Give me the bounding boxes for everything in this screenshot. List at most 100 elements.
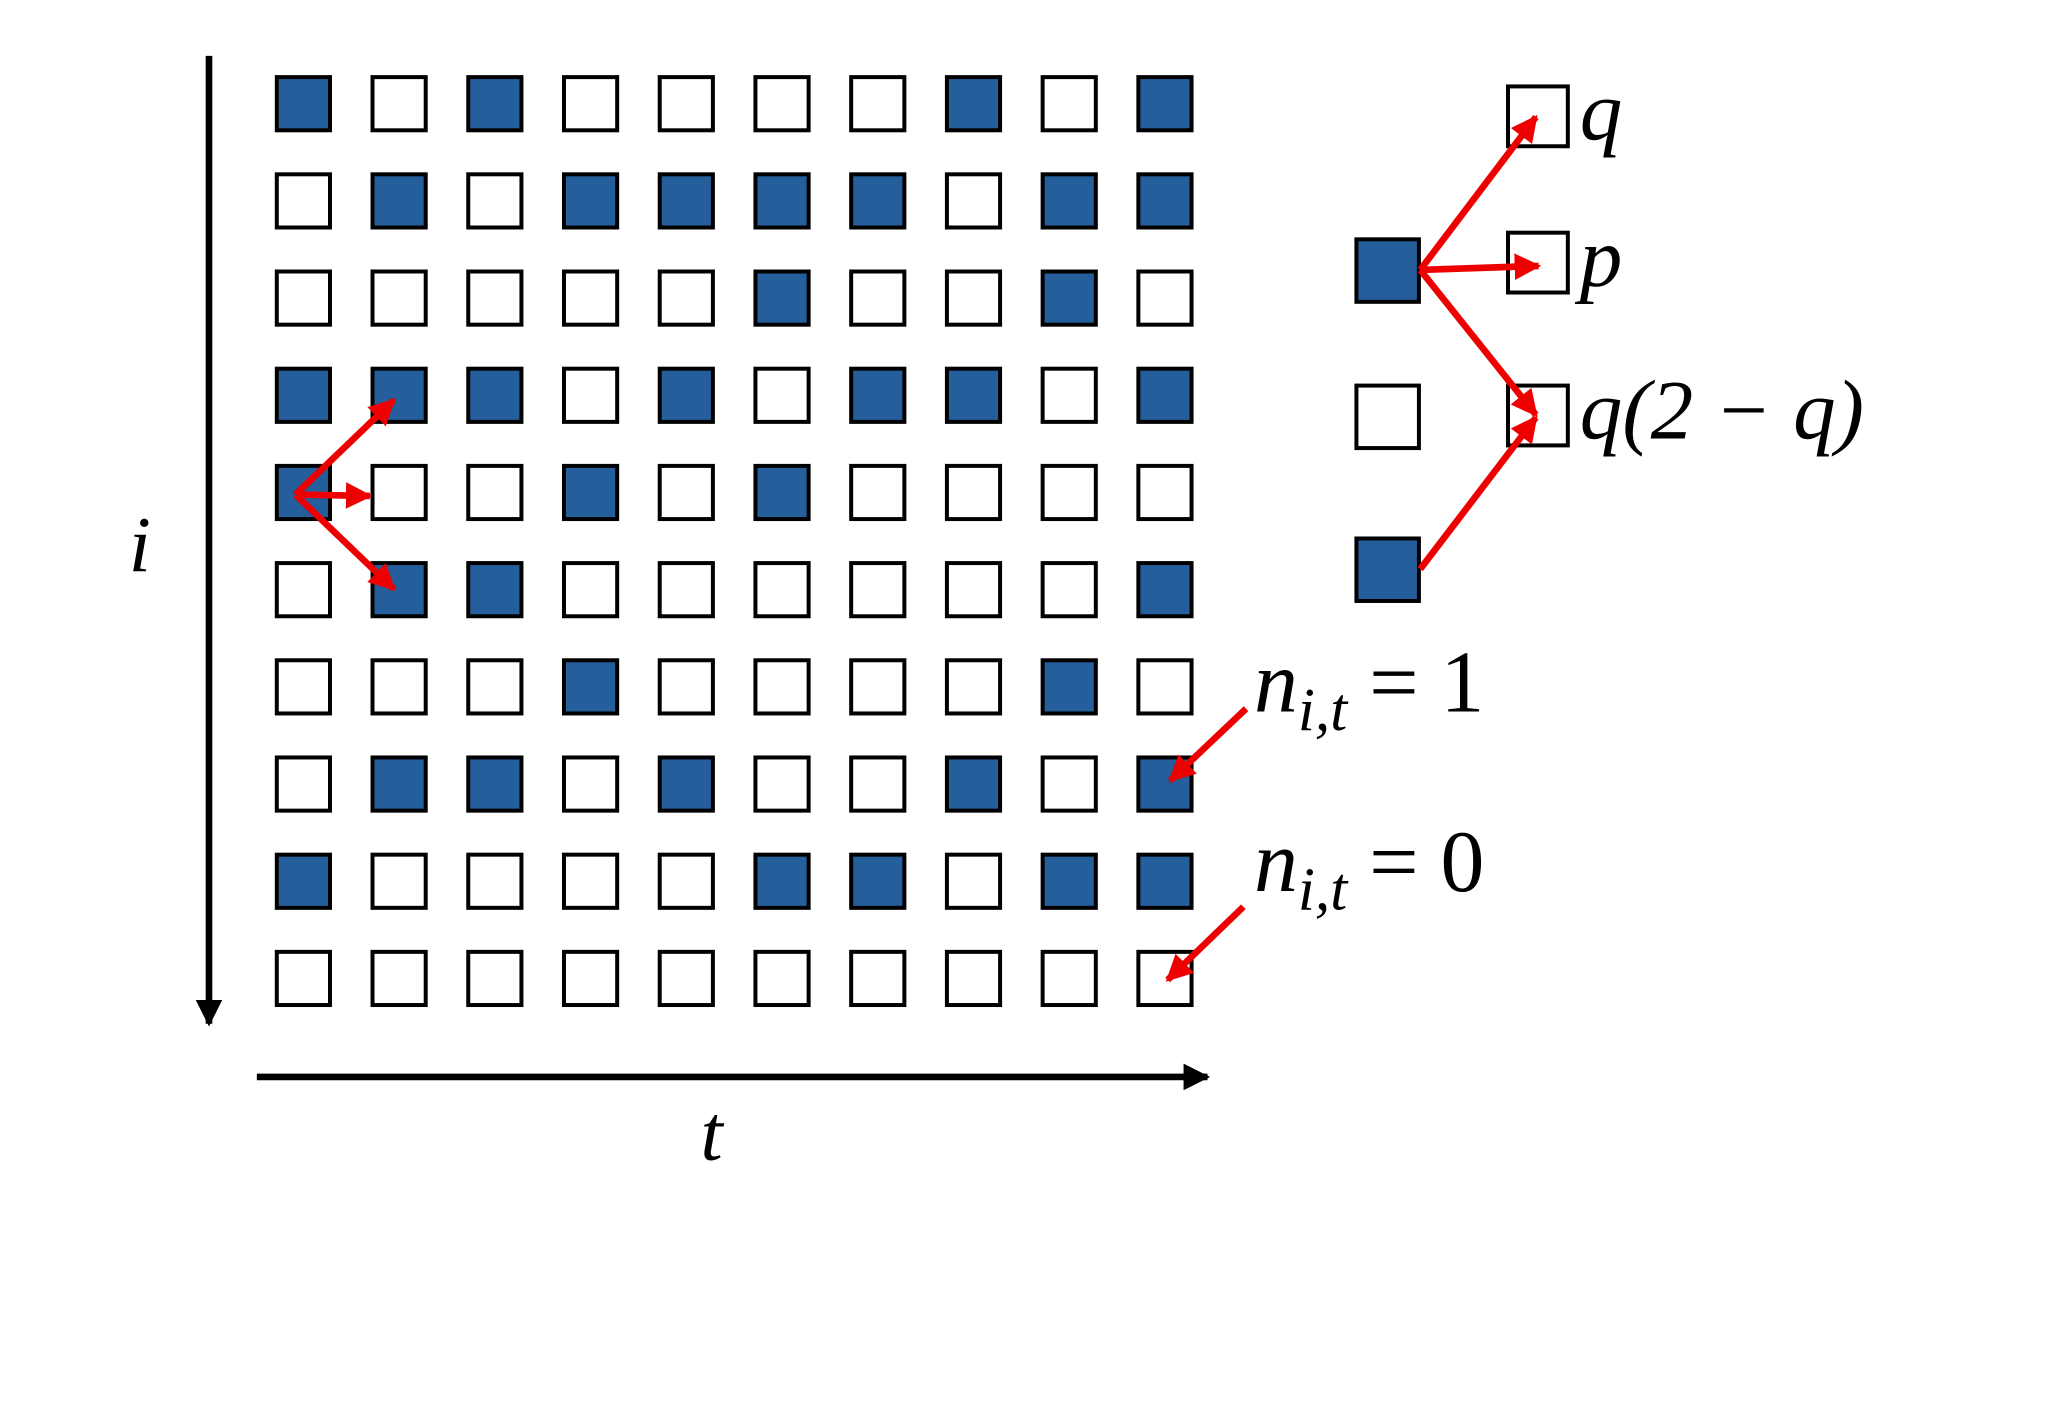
cell [849, 561, 907, 619]
cell [370, 463, 428, 522]
cell [466, 755, 524, 813]
cell [466, 75, 524, 133]
cell [657, 269, 715, 327]
cell [849, 463, 907, 522]
cell [944, 75, 1003, 133]
cell [657, 658, 715, 716]
cell [274, 172, 332, 230]
cell [944, 561, 1003, 619]
cell [561, 852, 620, 910]
n0-arrow [1165, 904, 1246, 983]
cell [1136, 561, 1194, 619]
cell [370, 755, 428, 813]
transition-arrows [1417, 114, 1542, 572]
legend-squares [1354, 84, 1570, 603]
cell [1136, 463, 1194, 522]
cell [561, 949, 620, 1008]
cell [753, 75, 811, 133]
cell-grid [274, 75, 1194, 1008]
cell [370, 949, 428, 1008]
cell [466, 561, 524, 619]
i-label: i [129, 502, 151, 590]
cell [944, 852, 1003, 910]
cell [657, 366, 715, 424]
cell [657, 75, 715, 133]
cell [1136, 172, 1194, 230]
cell [466, 172, 524, 230]
cell [849, 755, 907, 813]
cell [466, 463, 524, 522]
cell [1040, 366, 1098, 424]
cell [1040, 949, 1098, 1008]
cell [561, 75, 620, 133]
cell [274, 366, 332, 424]
cell [753, 755, 811, 813]
cell [274, 269, 332, 327]
t-label: t [700, 1089, 724, 1177]
q-label: q [1580, 65, 1623, 159]
cell [561, 561, 620, 619]
cell [1040, 561, 1098, 619]
cell [657, 463, 715, 522]
cell [753, 366, 811, 424]
cell [849, 269, 907, 327]
q2q-label: q(2 − q) [1580, 364, 1864, 458]
cell [753, 463, 811, 522]
cell [1040, 172, 1098, 230]
cell [753, 852, 811, 910]
cell [561, 463, 620, 522]
cell [944, 366, 1003, 424]
cell [1136, 269, 1194, 327]
cell [561, 172, 620, 230]
cell [561, 269, 620, 327]
cell [274, 658, 332, 716]
cell [849, 949, 907, 1008]
cell [1040, 755, 1098, 813]
cell [1040, 269, 1098, 327]
cell [274, 852, 332, 910]
cell [561, 755, 620, 813]
left-arrows [293, 397, 397, 592]
cell [657, 852, 715, 910]
cell [1040, 852, 1098, 910]
cell [753, 269, 811, 327]
cell [944, 949, 1003, 1008]
cell [370, 852, 428, 910]
cell [657, 755, 715, 813]
cell [849, 852, 907, 910]
cell [466, 852, 524, 910]
cell [944, 755, 1003, 813]
cell [657, 561, 715, 619]
cell [561, 658, 620, 716]
cell [753, 658, 811, 716]
cell [753, 949, 811, 1008]
cell [1040, 75, 1098, 133]
cell [1040, 463, 1098, 522]
cell [466, 269, 524, 327]
cell [370, 658, 428, 716]
cell [370, 561, 428, 619]
cell [1136, 366, 1194, 424]
cell [1136, 658, 1194, 716]
cell [753, 172, 811, 230]
cell [274, 75, 332, 133]
cell [849, 75, 907, 133]
cell [1136, 75, 1194, 133]
cell [274, 561, 332, 619]
n1-annotation: ni,t = 1 [1254, 633, 1484, 744]
cell [1040, 658, 1098, 716]
cell [1136, 949, 1194, 1008]
cell [274, 949, 332, 1008]
cell [466, 366, 524, 424]
cell [466, 658, 524, 716]
cell [370, 269, 428, 327]
cell [753, 561, 811, 619]
cell [657, 949, 715, 1008]
cell [370, 172, 428, 230]
cell [849, 658, 907, 716]
p-label: p [1575, 211, 1623, 305]
cell [657, 172, 715, 230]
cell [944, 463, 1003, 522]
cell [370, 75, 428, 133]
